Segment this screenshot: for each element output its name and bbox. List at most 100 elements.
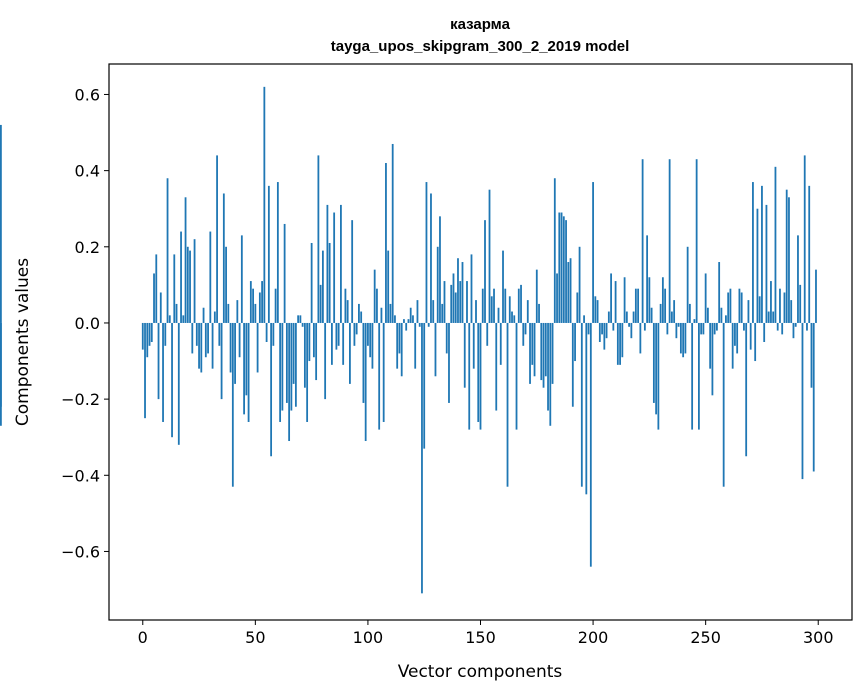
bar	[776, 322, 779, 331]
plot-frame	[108, 63, 853, 621]
bar	[461, 262, 464, 323]
bar	[711, 322, 714, 396]
bar	[342, 322, 345, 365]
bar	[198, 322, 200, 369]
bar	[475, 300, 477, 323]
bar	[731, 322, 734, 369]
bar	[227, 303, 230, 323]
bar	[450, 284, 453, 323]
bar	[229, 322, 232, 373]
bar	[276, 182, 279, 323]
bar	[358, 303, 360, 323]
bar	[144, 322, 146, 419]
bar	[675, 322, 678, 339]
x-tick-label: 200	[578, 628, 609, 647]
bar	[321, 250, 324, 323]
bar	[688, 303, 691, 323]
bar	[209, 231, 212, 323]
bar	[403, 319, 405, 323]
bar	[504, 288, 507, 323]
y-tick-label: −0.6	[61, 542, 100, 561]
bar	[517, 288, 520, 323]
bar	[349, 322, 351, 384]
bar	[761, 185, 763, 323]
bar	[175, 303, 178, 323]
bar	[556, 273, 558, 323]
bar	[625, 311, 628, 323]
bar	[488, 189, 491, 323]
bar	[668, 159, 671, 323]
y-tick-label: 0.2	[75, 238, 100, 257]
bar	[389, 303, 392, 323]
bar	[436, 246, 439, 323]
bar	[288, 322, 291, 442]
bar	[661, 277, 664, 323]
bar	[468, 322, 471, 430]
bar	[587, 322, 590, 335]
bar	[364, 322, 367, 442]
bar	[634, 288, 637, 323]
bar	[603, 322, 606, 350]
x-tick-label: 0	[138, 628, 148, 647]
x-tick-label: 50	[245, 628, 265, 647]
bar	[585, 322, 588, 495]
bar	[421, 322, 423, 594]
bar	[745, 322, 748, 457]
bar	[204, 322, 207, 358]
bar	[373, 269, 376, 323]
bar	[362, 322, 365, 403]
bar	[340, 204, 342, 323]
bar	[324, 322, 327, 400]
bar	[387, 250, 390, 323]
bar	[335, 322, 338, 350]
bar	[722, 322, 725, 487]
bar	[619, 322, 621, 365]
bar	[630, 322, 633, 339]
bar	[558, 212, 561, 323]
bar	[664, 288, 667, 323]
bar	[655, 322, 658, 415]
bar	[808, 185, 811, 323]
bar	[168, 315, 171, 323]
bar	[574, 322, 576, 362]
bar	[652, 322, 655, 403]
bar	[772, 311, 775, 323]
bar	[394, 315, 396, 323]
bar	[531, 322, 534, 365]
bar	[353, 322, 356, 346]
bar	[234, 322, 236, 384]
bar	[529, 322, 531, 384]
bar	[263, 86, 266, 323]
bar	[614, 281, 617, 323]
bar	[283, 223, 286, 323]
bar	[439, 216, 441, 323]
bar	[427, 322, 430, 327]
bar	[788, 197, 790, 323]
bar	[607, 311, 610, 323]
bar	[704, 273, 707, 323]
bar	[331, 322, 333, 365]
bar-series	[0, 86, 817, 594]
bar	[146, 322, 149, 358]
bar	[576, 292, 579, 323]
bar	[173, 254, 176, 323]
bar	[727, 292, 730, 323]
bar	[589, 322, 592, 567]
bar	[797, 235, 799, 323]
bar	[155, 254, 158, 323]
bar	[729, 288, 732, 323]
bar	[409, 307, 412, 323]
bar	[565, 220, 567, 323]
bar	[691, 322, 694, 430]
bar	[371, 322, 374, 369]
bar	[612, 322, 615, 331]
bar	[423, 322, 426, 449]
bar	[666, 322, 669, 335]
bar	[385, 163, 387, 323]
bar	[367, 322, 369, 346]
bar	[610, 273, 612, 323]
bar	[709, 322, 712, 369]
y-axis-ticks: −0.6 −0.4 −0.2 0.0 0.2 0.4 0.6	[61, 85, 109, 561]
bar	[542, 322, 545, 388]
